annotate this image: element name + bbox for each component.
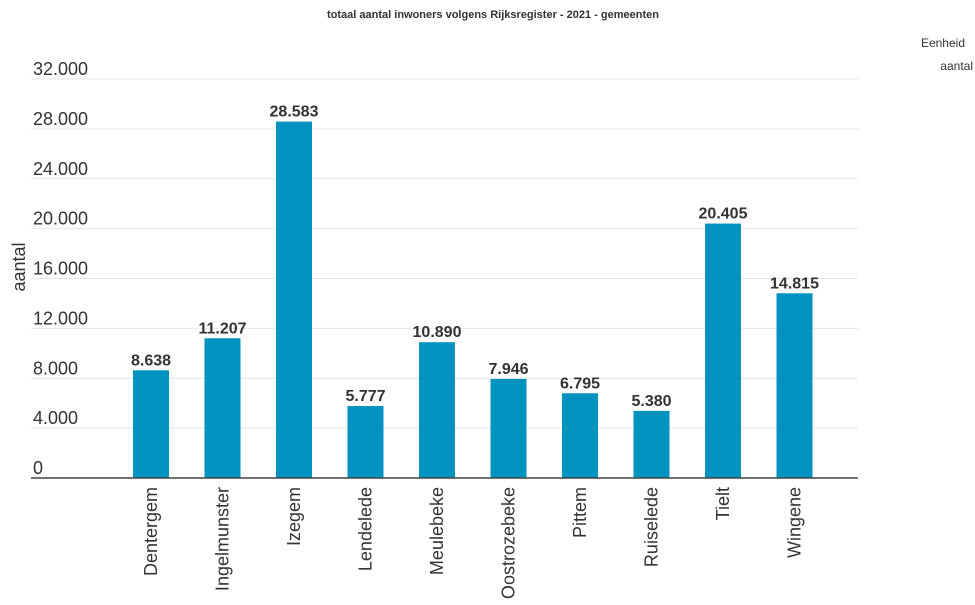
- y-tick-label: 4.000: [33, 408, 78, 428]
- data-label: 14.815: [770, 275, 819, 292]
- y-tick-label: 20.000: [33, 209, 88, 229]
- x-tick-label: Dentergem: [141, 487, 161, 576]
- data-label: 10.890: [413, 324, 462, 341]
- x-tick-label: Izegem: [284, 487, 304, 546]
- data-label: 5.380: [631, 393, 671, 410]
- bar-izegem: [276, 121, 312, 479]
- x-tick-label: Lendelede: [356, 487, 376, 571]
- y-tick-label: 12.000: [33, 308, 88, 328]
- bar-ruiselede: [633, 410, 670, 478]
- x-tick-label: Pittem: [570, 487, 590, 538]
- bar-lendelede: [347, 405, 384, 478]
- bar-oostrozebeke: [490, 378, 527, 478]
- bar-ingelmunster: [204, 338, 241, 478]
- x-tick-label: Wingene: [785, 487, 805, 558]
- data-label: 11.207: [198, 320, 246, 337]
- bar-wingene: [776, 293, 813, 478]
- data-label: 5.777: [345, 388, 385, 405]
- x-tick-label: Ruiselede: [642, 487, 662, 567]
- legend-value: aantal: [940, 59, 973, 73]
- x-tick-label: Meulebeke: [427, 487, 447, 575]
- bar-tielt: [705, 223, 741, 478]
- y-axis-ticks: 0 4.000 8.000 12.000 16.000 20.000 24.000 28.00…: [33, 59, 88, 478]
- x-tick-label: Tielt: [713, 487, 733, 520]
- bar-meulebeke: [419, 342, 455, 478]
- y-tick-label: 16.000: [33, 259, 88, 279]
- bars: [133, 121, 813, 479]
- x-tick-label: Ingelmunster: [213, 487, 233, 591]
- y-tick-label: 28.000: [33, 109, 88, 129]
- chart-title: totaal aantal inwoners volgens Rijksregi…: [327, 9, 659, 21]
- x-axis-ticks: Dentergem Ingelmunster Izegem Lendelede Meul…: [141, 487, 805, 599]
- data-label: 7.946: [488, 361, 528, 378]
- y-axis-label: aantal: [9, 242, 29, 291]
- bar-dentergem: [133, 370, 169, 478]
- data-label: 6.795: [560, 375, 600, 392]
- data-labels: 8.638 11.207 28.583 5.777 10.890 7.946 6.795 5.…: [131, 104, 819, 410]
- y-tick-label: 0: [33, 458, 43, 478]
- data-label: 20.405: [699, 206, 748, 223]
- legend-title: Eenheid: [921, 36, 965, 50]
- y-tick-label: 8.000: [33, 358, 78, 378]
- x-tick-label: Oostrozebeke: [499, 487, 519, 599]
- y-tick-label: 32.000: [33, 59, 88, 79]
- data-label: 28.583: [270, 104, 319, 121]
- bar-pittem: [562, 393, 598, 478]
- y-tick-label: 24.000: [33, 159, 88, 179]
- data-label: 8.638: [131, 352, 171, 369]
